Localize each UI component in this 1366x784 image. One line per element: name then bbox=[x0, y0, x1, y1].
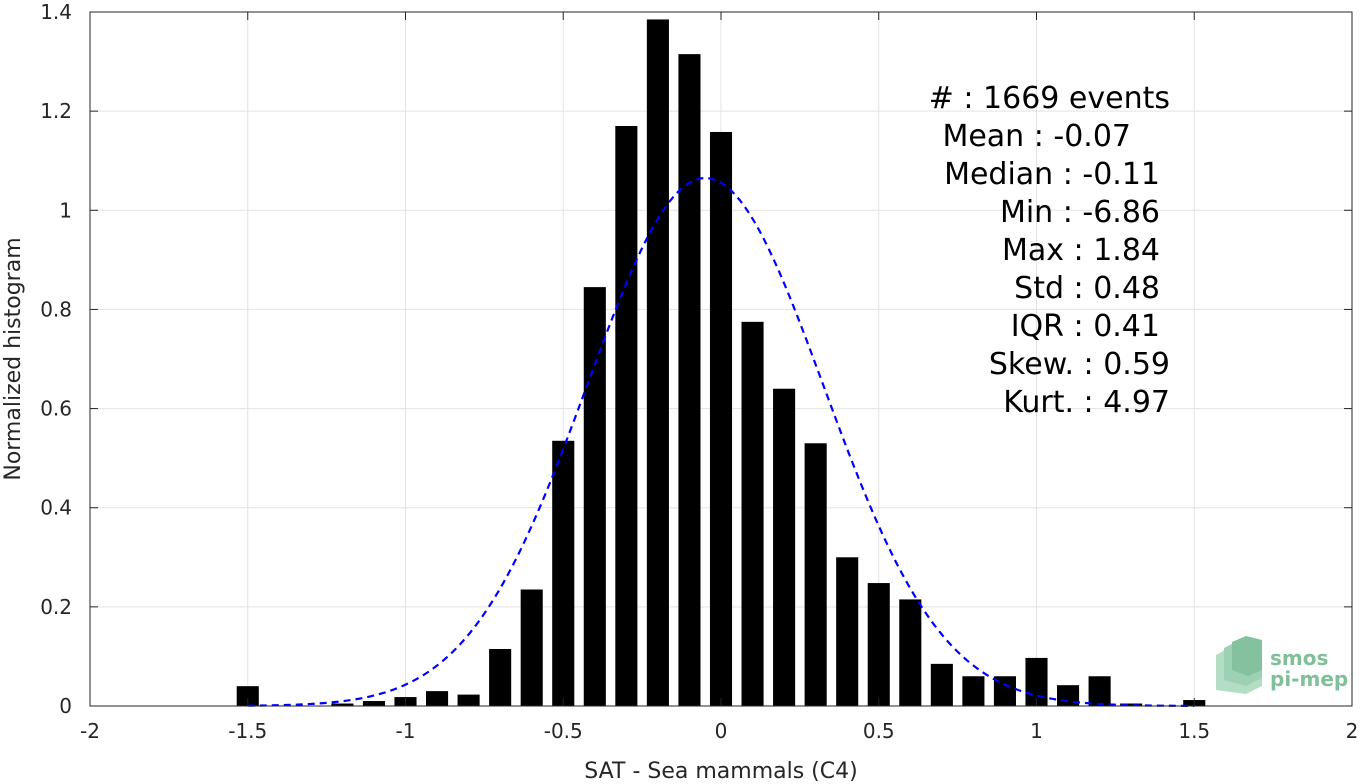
histogram-bar bbox=[930, 663, 953, 706]
y-tick-label: 0.8 bbox=[40, 297, 72, 321]
histogram-bar bbox=[741, 321, 764, 706]
histogram-bar bbox=[615, 126, 638, 706]
y-axis-label: Normalized histogram bbox=[1, 237, 26, 480]
y-tick-label: 0.6 bbox=[40, 397, 72, 421]
x-tick-label: 1.5 bbox=[1178, 719, 1210, 743]
x-tick-label: 0.5 bbox=[863, 719, 895, 743]
logo-line1: smos bbox=[1270, 646, 1328, 670]
histogram-bar bbox=[1088, 676, 1111, 706]
histogram-bar bbox=[962, 676, 985, 706]
histogram-bar bbox=[520, 589, 543, 706]
x-tick-label: 1 bbox=[1030, 719, 1043, 743]
histogram-bar bbox=[678, 54, 701, 706]
histogram-bar bbox=[709, 131, 733, 706]
histogram-bar bbox=[867, 583, 890, 706]
stat-std: Std : 0.48 bbox=[1014, 271, 1160, 306]
stat-max: Max : 1.84 bbox=[1002, 233, 1160, 268]
histogram-bar bbox=[646, 19, 669, 706]
histogram-bar bbox=[583, 287, 606, 706]
histogram-bar bbox=[236, 686, 259, 706]
smos-pimep-logo: smos pi-mep bbox=[1216, 636, 1348, 694]
stat-mean: Mean : -0.07 bbox=[942, 119, 1131, 154]
histogram-bar bbox=[773, 388, 796, 706]
histogram-bar bbox=[331, 703, 354, 706]
histogram-bar bbox=[804, 443, 827, 706]
y-tick-label: 1.4 bbox=[40, 0, 72, 24]
x-tick-label: -1 bbox=[396, 719, 416, 743]
ticks bbox=[89, 11, 1353, 707]
stat-median: Median : -0.11 bbox=[944, 157, 1160, 192]
histogram-bar bbox=[836, 557, 859, 706]
histogram-bar bbox=[457, 694, 480, 706]
x-tick-labels: -2 -1.5 -1 -0.5 0 0.5 1 1.5 2 bbox=[80, 719, 1358, 743]
bars bbox=[236, 19, 1206, 706]
histogram-bar bbox=[1120, 703, 1143, 706]
x-tick-label: -0.5 bbox=[544, 719, 583, 743]
y-tick-label: 0.4 bbox=[40, 496, 72, 520]
x-tick-label: 0 bbox=[715, 719, 728, 743]
x-tick-label: -2 bbox=[80, 719, 100, 743]
histogram-bar bbox=[426, 691, 449, 706]
y-tick-label: 1 bbox=[59, 198, 72, 222]
histogram-bar bbox=[993, 676, 1016, 706]
y-tick-label: 1.2 bbox=[40, 99, 72, 123]
histogram-bar bbox=[489, 648, 512, 706]
stat-kurt: Kurt. : 4.97 bbox=[1003, 385, 1170, 420]
y-tick-label: 0.2 bbox=[40, 595, 72, 619]
histogram-bar bbox=[362, 701, 385, 706]
histogram-bar bbox=[552, 440, 575, 706]
normal-fit-curve bbox=[247, 177, 1195, 707]
y-tick-labels: 0 0.2 0.4 0.6 0.8 1 1.2 1.4 bbox=[40, 0, 72, 718]
histogram-bar bbox=[899, 599, 922, 706]
stat-skew: Skew. : 0.59 bbox=[989, 347, 1170, 382]
stats-annotation: # : 1669 events Mean : -0.07 Median : -0… bbox=[929, 81, 1170, 420]
x-axis-label: SAT - Sea mammals (C4) bbox=[584, 759, 857, 784]
stat-count: # : 1669 events bbox=[929, 81, 1170, 116]
x-tick-label: -1.5 bbox=[228, 719, 267, 743]
x-tick-label: 2 bbox=[1346, 719, 1359, 743]
logo-line2: pi-mep bbox=[1270, 667, 1348, 691]
logo-mark-icon bbox=[1216, 636, 1262, 694]
stat-min: Min : -6.86 bbox=[1000, 195, 1160, 230]
stat-iqr: IQR : 0.41 bbox=[1011, 309, 1160, 344]
y-tick-label: 0 bbox=[59, 694, 72, 718]
